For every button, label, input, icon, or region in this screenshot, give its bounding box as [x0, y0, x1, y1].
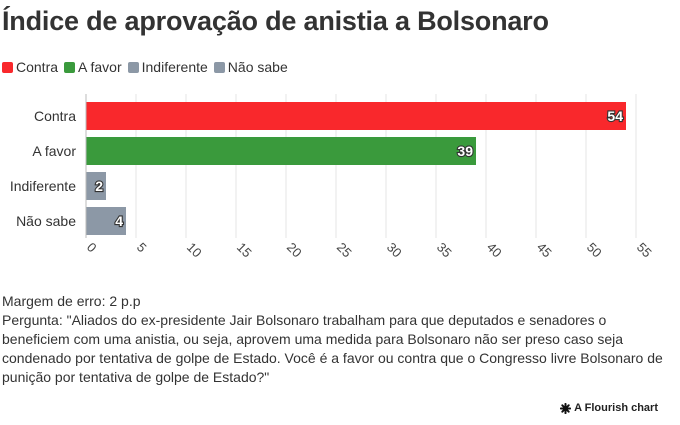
x-tick-label: 35 — [434, 240, 455, 261]
x-tick-label: 15 — [234, 240, 255, 261]
credit-label: A Flourish chart — [574, 402, 658, 414]
chart-legend: Contra A favor Indiferente Não sabe — [2, 59, 294, 75]
x-tick-label: 55 — [634, 240, 655, 261]
chart-title: Índice de aprovação de anistia a Bolsona… — [2, 6, 549, 36]
legend-item-0[interactable]: Contra — [2, 59, 58, 75]
legend-item-2[interactable]: Indiferente — [127, 59, 208, 75]
legend-item-3[interactable]: Não sabe — [213, 59, 288, 75]
x-tick-label: 50 — [584, 240, 605, 261]
category-label: Indiferente — [10, 178, 76, 194]
legend-label: Não sabe — [227, 59, 288, 75]
x-tick-label: 5 — [134, 240, 150, 256]
data-label: 4 — [115, 213, 123, 229]
x-tick-label: 20 — [284, 240, 305, 261]
legend-label: Contra — [16, 59, 59, 75]
x-tick-label: 10 — [184, 240, 205, 261]
data-label: 39 — [457, 143, 473, 159]
flourish-credit-link[interactable]: A Flourish chart — [560, 402, 658, 414]
legend-label: A favor — [78, 59, 122, 75]
legend-label: Indiferente — [141, 59, 208, 75]
legend-swatch — [213, 61, 225, 73]
margin-of-error-note: Margem de erro: 2 p.p — [2, 293, 141, 309]
category-label: Contra — [34, 108, 76, 124]
survey-question-note: Pergunta: "Aliados do ex-presidente Jair… — [2, 312, 663, 385]
x-tick-label: 40 — [484, 240, 505, 261]
flourish-icon — [560, 402, 572, 414]
bar-2[interactable] — [86, 172, 106, 200]
data-label: 2 — [95, 178, 103, 194]
x-tick-label: 0 — [84, 240, 100, 256]
legend-swatch — [64, 61, 76, 73]
bar-chart: Contra 54 A favor 39 Indiferente 2 Não sabe 40 5… — [10, 94, 655, 261]
data-label: 54 — [607, 108, 623, 124]
x-tick-label: 25 — [334, 240, 355, 261]
legend-swatch — [2, 61, 13, 73]
bar-1[interactable] — [86, 137, 476, 165]
bar-0[interactable] — [86, 102, 626, 130]
category-label: Não sabe — [16, 213, 76, 229]
legend-item-1[interactable]: A favor — [64, 59, 122, 75]
bar-3[interactable] — [86, 207, 126, 235]
x-tick-label: 45 — [534, 240, 555, 261]
x-tick-label: 30 — [384, 240, 405, 261]
category-label: A favor — [32, 143, 76, 159]
chart-notes: Margem de erro: 2 p.p Pergunta: "Aliados… — [2, 292, 672, 387]
legend-swatch — [127, 61, 139, 73]
